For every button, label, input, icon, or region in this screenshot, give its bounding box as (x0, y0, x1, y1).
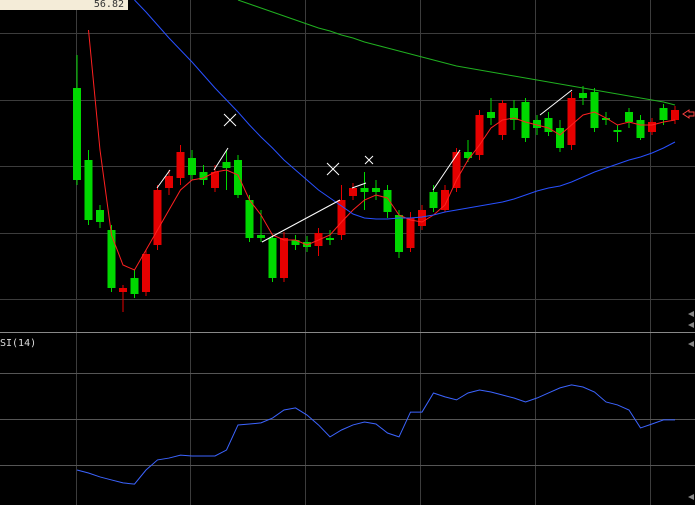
vertical-grid (76, 0, 651, 505)
candle-body (142, 254, 150, 292)
candle-body (337, 200, 346, 235)
price-label: 56.82 (94, 0, 124, 10)
trend-line (351, 182, 367, 189)
candle-body (659, 108, 668, 120)
candle-body (510, 108, 518, 120)
candle-body (326, 238, 334, 240)
candle-body (222, 162, 231, 168)
candle-body (257, 235, 265, 238)
indicator-line (76, 384, 675, 485)
trend-line (213, 147, 229, 171)
candle-body (418, 210, 426, 226)
candle-body (153, 190, 162, 245)
cross-marker (223, 113, 237, 127)
scroll-arrows (688, 311, 694, 500)
candle-body (107, 230, 116, 288)
price-arrow (682, 109, 695, 119)
candle-body (383, 190, 392, 212)
candle-body (613, 130, 622, 132)
candle-body (234, 160, 242, 195)
scroll-arrow[interactable] (688, 322, 694, 328)
candle-body (671, 110, 679, 120)
candle-body (188, 158, 196, 175)
candle-body (533, 120, 541, 128)
scroll-arrow[interactable] (688, 341, 694, 347)
candle-body (291, 240, 300, 245)
trend-line (432, 149, 461, 191)
candle-body (544, 118, 553, 132)
candle-body (268, 238, 277, 278)
rsi-panel (0, 373, 695, 485)
indicator-line (237, 0, 676, 106)
trend-line (261, 199, 341, 243)
candle-body (406, 218, 415, 248)
candle-body (625, 112, 633, 122)
candle-body (498, 103, 507, 135)
candle-body (556, 128, 564, 148)
candle-body (648, 122, 656, 132)
trend-line (156, 169, 171, 189)
candle-body (602, 118, 610, 120)
candle-body (636, 120, 645, 138)
cross-marker (326, 162, 340, 176)
cross-marker (364, 155, 374, 165)
candle-body (441, 190, 449, 210)
candle-body (590, 92, 599, 128)
scroll-arrow[interactable] (688, 494, 694, 500)
candle-body (211, 172, 219, 188)
candle-body (73, 88, 81, 180)
candle-body (372, 188, 380, 192)
price-panel (0, 0, 695, 312)
candle-body (96, 210, 104, 222)
candle-body (84, 160, 93, 220)
candle-body (176, 152, 185, 178)
candle-body (349, 188, 357, 196)
indicator-line (88, 29, 676, 271)
indicator-title: SI(14) (0, 338, 36, 349)
candle-body (579, 93, 587, 98)
candle-body (452, 152, 461, 188)
candle-body (487, 112, 495, 118)
candle-body (521, 102, 530, 138)
candle-body (245, 200, 254, 238)
drawings (156, 89, 573, 243)
scroll-arrow[interactable] (688, 311, 694, 317)
candle-body (429, 192, 438, 208)
candle-body (199, 172, 208, 180)
candle-body (130, 278, 139, 294)
candle-body (280, 238, 288, 278)
trend-line (539, 89, 573, 116)
candle-body (567, 98, 576, 145)
candle-body (165, 176, 173, 188)
candle-body (360, 188, 369, 192)
candle-body (119, 288, 127, 292)
candle-body (395, 215, 403, 252)
candle-body (475, 115, 484, 155)
price-label-box (0, 0, 128, 10)
candle-body (464, 152, 472, 158)
indicator-line (134, 0, 676, 220)
